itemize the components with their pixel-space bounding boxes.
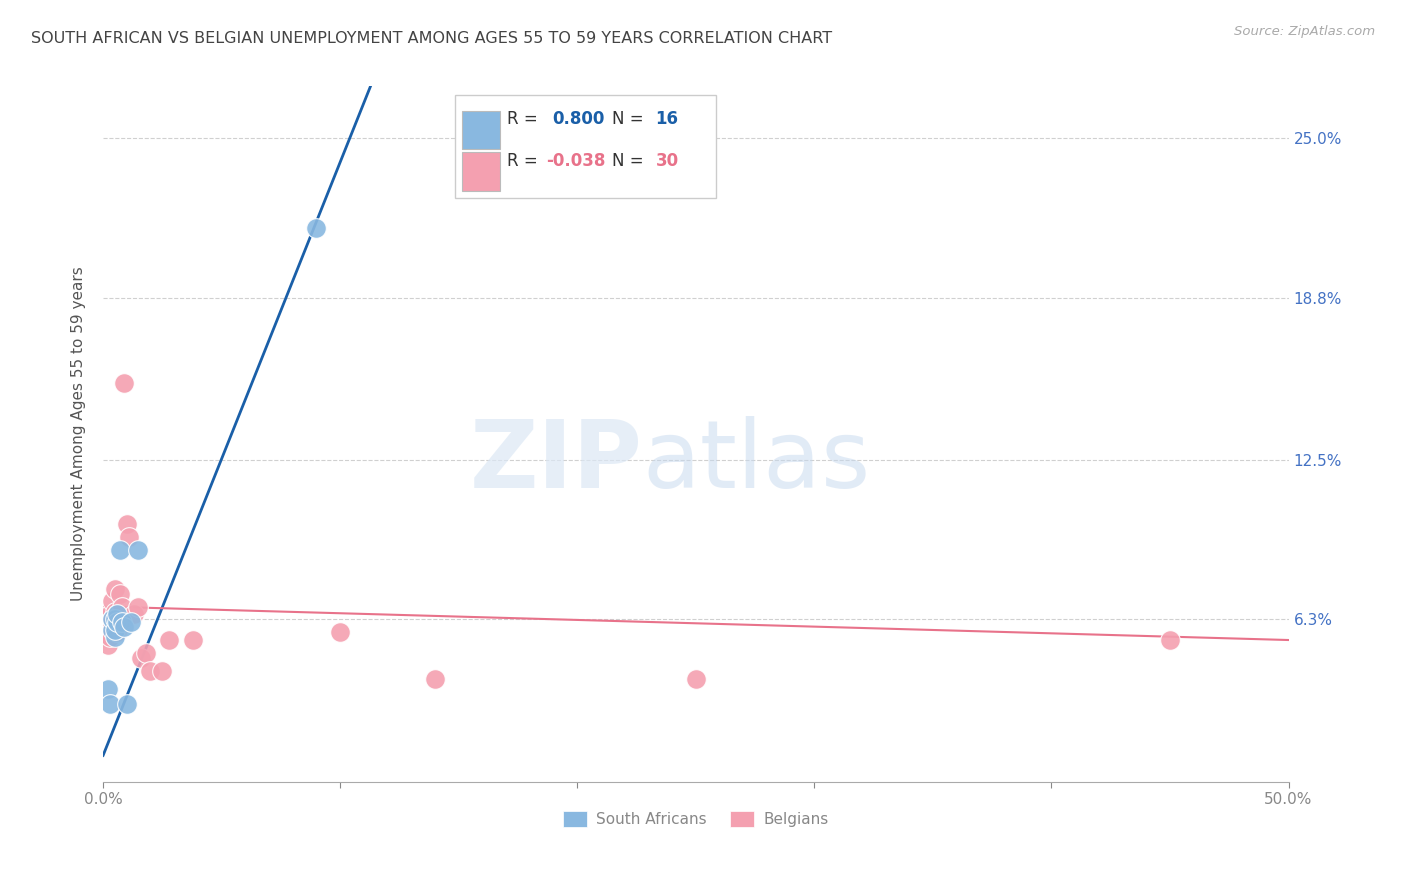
Point bbox=[105, 625, 128, 640]
Text: 16: 16 bbox=[655, 110, 679, 128]
FancyBboxPatch shape bbox=[463, 111, 501, 149]
Text: Source: ZipAtlas.com: Source: ZipAtlas.com bbox=[1234, 25, 1375, 38]
Text: -0.038: -0.038 bbox=[547, 152, 606, 169]
Point bbox=[108, 615, 131, 629]
Point bbox=[120, 615, 142, 629]
Point bbox=[98, 631, 121, 645]
Point bbox=[94, 612, 117, 626]
Point bbox=[305, 221, 328, 235]
Point bbox=[97, 625, 120, 640]
Point bbox=[104, 620, 127, 634]
Point bbox=[108, 587, 131, 601]
Point bbox=[111, 599, 134, 614]
Point bbox=[129, 651, 152, 665]
Point bbox=[104, 631, 127, 645]
Point bbox=[101, 612, 124, 626]
Text: N =: N = bbox=[612, 152, 648, 169]
Legend: South Africans, Belgians: South Africans, Belgians bbox=[557, 805, 835, 833]
Text: SOUTH AFRICAN VS BELGIAN UNEMPLOYMENT AMONG AGES 55 TO 59 YEARS CORRELATION CHAR: SOUTH AFRICAN VS BELGIAN UNEMPLOYMENT AM… bbox=[31, 31, 832, 46]
Point bbox=[139, 664, 162, 678]
Point bbox=[115, 698, 138, 712]
Point bbox=[329, 625, 352, 640]
Text: 30: 30 bbox=[655, 152, 679, 169]
Point bbox=[112, 620, 135, 634]
Text: R =: R = bbox=[508, 110, 543, 128]
Text: ZIP: ZIP bbox=[470, 416, 643, 508]
Point bbox=[104, 612, 127, 626]
Point bbox=[127, 542, 149, 557]
Text: R =: R = bbox=[508, 152, 543, 169]
Text: N =: N = bbox=[612, 110, 648, 128]
Point bbox=[111, 615, 134, 629]
Point bbox=[157, 633, 180, 648]
Point bbox=[104, 582, 127, 596]
Point bbox=[101, 623, 124, 637]
Point bbox=[118, 530, 141, 544]
Y-axis label: Unemployment Among Ages 55 to 59 years: Unemployment Among Ages 55 to 59 years bbox=[72, 267, 86, 601]
Point bbox=[108, 542, 131, 557]
Point bbox=[97, 638, 120, 652]
Point bbox=[122, 607, 145, 622]
Point bbox=[105, 607, 128, 622]
Point bbox=[127, 599, 149, 614]
Point bbox=[105, 607, 128, 622]
Text: 0.800: 0.800 bbox=[553, 110, 605, 128]
Point bbox=[150, 664, 173, 678]
Point bbox=[135, 646, 157, 660]
Point bbox=[98, 607, 121, 622]
Point bbox=[1159, 633, 1181, 648]
Point bbox=[104, 623, 127, 637]
Point bbox=[105, 615, 128, 629]
Point bbox=[112, 376, 135, 390]
Point bbox=[181, 633, 204, 648]
Point bbox=[115, 517, 138, 532]
Point bbox=[101, 594, 124, 608]
FancyBboxPatch shape bbox=[456, 95, 716, 198]
Point bbox=[685, 672, 707, 686]
Text: atlas: atlas bbox=[643, 416, 870, 508]
Point bbox=[101, 612, 124, 626]
FancyBboxPatch shape bbox=[463, 153, 501, 191]
Point bbox=[97, 681, 120, 696]
Point bbox=[104, 605, 127, 619]
Point bbox=[98, 698, 121, 712]
Point bbox=[423, 672, 446, 686]
